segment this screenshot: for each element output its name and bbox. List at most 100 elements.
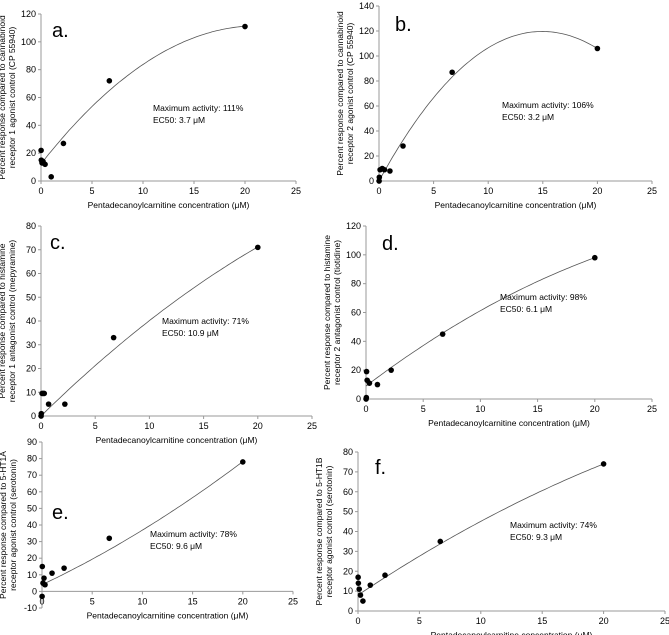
x-tick-label: 20 (238, 596, 248, 606)
y-axis-title-line: receptor 1 agonist control (CP 55940) (7, 27, 17, 169)
chart-panel-c: 0 5 10 15 20 25 0 10 20 30 40 50 60 70 80 Pentadecanoyl… (0, 221, 317, 445)
x-tick-label: 20 (592, 186, 602, 196)
x-tick-label: 10 (483, 186, 493, 196)
data-point (106, 535, 113, 542)
y-tick-label: -10 (24, 603, 37, 613)
y-axis-title-line: Percent response compared to 5-HT1B (314, 457, 324, 605)
y-axis-title-line: Percent response compared to histamine (0, 243, 7, 398)
annotation-line: EC50: 9.6 μM (150, 541, 202, 551)
panel-letter: c. (50, 232, 66, 254)
y-tick-label: 40 (26, 316, 36, 326)
data-point (600, 461, 607, 467)
data-point (376, 174, 383, 181)
y-tick-label: 60 (343, 487, 353, 497)
x-tick-label: 25 (660, 616, 669, 626)
y-tick-label: 20 (26, 148, 36, 158)
x-tick-label: 5 (431, 186, 436, 196)
y-tick-label: 0 (32, 586, 37, 596)
x-tick-label: 0 (376, 186, 381, 196)
panel-letter: a. (52, 20, 69, 42)
y-tick-label: 30 (27, 537, 37, 547)
data-point (355, 574, 361, 581)
y-axis-title-line: Percent response compared to histamine (322, 235, 332, 390)
x-tick-label: 25 (291, 186, 301, 196)
y-tick-label: 30 (343, 546, 353, 556)
y-tick-label: 20 (27, 553, 37, 563)
data-point (240, 459, 246, 465)
y-tick-label: 70 (27, 470, 37, 480)
panel-letter: f. (375, 457, 386, 479)
x-tick-label: 0 (38, 421, 43, 431)
data-point (400, 143, 406, 149)
annotation-line: Maximum activity: 106% (502, 100, 594, 110)
y-tick-label: 60 (364, 101, 374, 111)
y-axis-title-line: receptor 2 antagonist control (tiotidine… (332, 240, 342, 385)
data-point (48, 174, 54, 180)
y-tick-label: 50 (27, 503, 37, 513)
y-tick-label: 60 (26, 269, 36, 279)
y-axis-title-line: Percent response compared to cannabinoid (0, 15, 7, 180)
annotation-line: EC50: 9.3 μM (510, 532, 562, 542)
y-tick-label: 70 (343, 467, 353, 477)
y-tick-label: 0 (31, 176, 36, 186)
y-tick-label: 120 (21, 9, 36, 19)
x-tick-label: 0 (363, 404, 368, 414)
y-tick-label: 10 (27, 570, 37, 580)
y-tick-label: 80 (26, 221, 36, 231)
y-tick-label: 40 (364, 126, 374, 136)
data-point (110, 334, 117, 341)
y-tick-label: 100 (21, 37, 36, 47)
y-tick-label: 0 (31, 411, 36, 421)
y-tick-label: 80 (351, 279, 361, 289)
x-tick-label: 20 (253, 421, 263, 431)
data-point (366, 380, 373, 386)
data-point (388, 367, 394, 373)
y-tick-label: 80 (364, 76, 374, 86)
y-tick-label: 80 (27, 454, 37, 464)
data-point (363, 368, 370, 375)
annotation-line: EC50: 3.2 μM (502, 112, 554, 122)
data-point (242, 23, 248, 30)
data-point (42, 581, 48, 588)
x-tick-label: 15 (188, 596, 198, 606)
x-tick-label: 10 (138, 186, 148, 196)
y-axis-title-line: receptor 2 agonist control (CP 55940) (345, 23, 355, 165)
data-point (41, 390, 48, 397)
y-tick-label: 40 (27, 520, 37, 530)
x-tick-label: 25 (288, 596, 298, 606)
panel-letter: d. (382, 233, 399, 255)
x-tick-label: 25 (647, 186, 657, 196)
y-tick-label: 80 (343, 447, 353, 457)
data-point (387, 168, 393, 174)
y-tick-label: 120 (346, 221, 361, 231)
y-tick-label: 50 (26, 292, 36, 302)
y-tick-label: 120 (359, 26, 374, 36)
data-point (60, 140, 67, 147)
data-point (355, 580, 362, 586)
data-point (45, 401, 52, 407)
x-axis-title: Pentadecanoylcarnitine concentration (μM… (428, 418, 590, 428)
data-point (360, 598, 366, 604)
annotation-line: Maximum activity: 71% (162, 316, 249, 326)
panel-letter: b. (395, 14, 412, 36)
annotation-line: Maximum activity: 98% (500, 292, 587, 302)
fit-curve (365, 257, 595, 387)
data-point (39, 563, 46, 570)
annotation-line: Maximum activity: 74% (510, 520, 597, 530)
y-axis-title-line: Percent response compared to cannabinoid (335, 11, 345, 176)
x-axis-title: Pentadecanoylcarnitine concentration (μM… (431, 630, 593, 635)
data-point (592, 254, 598, 261)
x-tick-label: 5 (93, 421, 98, 431)
y-tick-label: 100 (346, 250, 361, 260)
annotation-line: Maximum activity: 78% (150, 529, 237, 539)
x-tick-label: 20 (590, 404, 600, 414)
y-tick-label: 40 (351, 336, 361, 346)
data-point (381, 166, 388, 173)
data-point (356, 586, 363, 592)
data-point (41, 575, 47, 581)
x-tick-label: 15 (199, 421, 209, 431)
x-tick-label: 20 (240, 186, 250, 196)
fit-curve (40, 246, 259, 417)
data-point (38, 410, 45, 417)
x-tick-label: 15 (538, 186, 548, 196)
